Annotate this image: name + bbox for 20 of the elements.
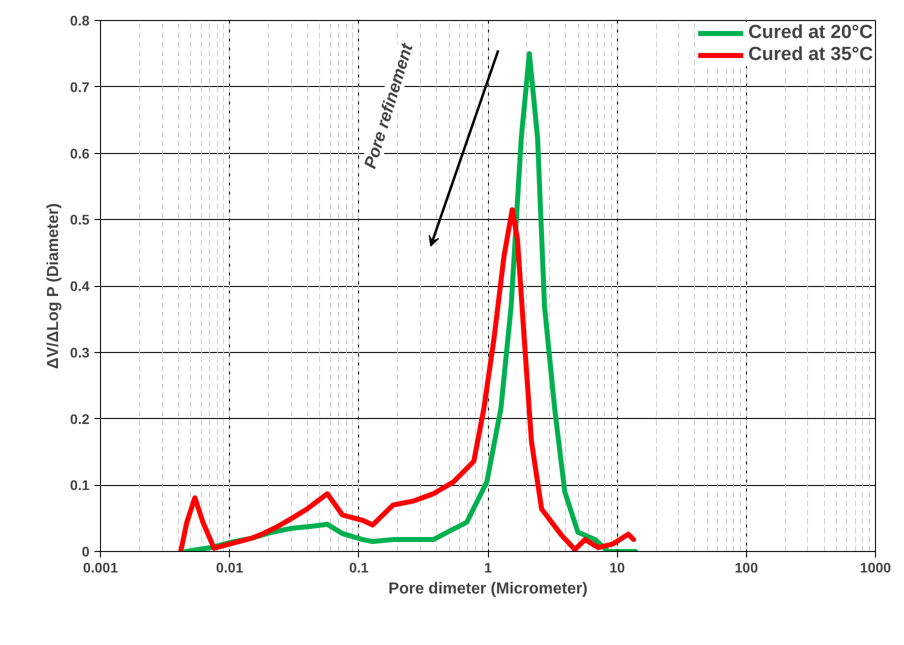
- y-axis-title: ΔV/ΔLog P (Diameter): [45, 203, 62, 370]
- y-tick-label: 0: [82, 544, 90, 560]
- x-tick-label: 1000: [860, 560, 892, 576]
- y-tick-label: 0.3: [70, 344, 90, 360]
- x-axis-title: Pore dimeter (Micrometer): [388, 580, 588, 598]
- y-tick-label: 0.7: [70, 78, 90, 95]
- x-tick-label: 1: [484, 560, 492, 576]
- y-tick-label: 0.6: [70, 145, 90, 162]
- x-tick-label: 0.1: [349, 560, 369, 576]
- legend-label: Cured at 20°C: [748, 22, 873, 44]
- x-tick-label: 10: [609, 560, 626, 576]
- y-tick-label: 0.5: [70, 212, 90, 228]
- x-tick-label: 0.001: [82, 560, 118, 576]
- y-tick-label: 0.2: [70, 410, 90, 427]
- x-tick-label: 100: [734, 560, 758, 576]
- legend-label: Cured at 35°C: [748, 44, 873, 66]
- y-tick-label: 0.8: [70, 12, 90, 28]
- x-tick-label: 0.01: [216, 560, 244, 576]
- y-tick-label: 0.4: [70, 278, 90, 294]
- y-tick-label: 0.1: [70, 477, 90, 494]
